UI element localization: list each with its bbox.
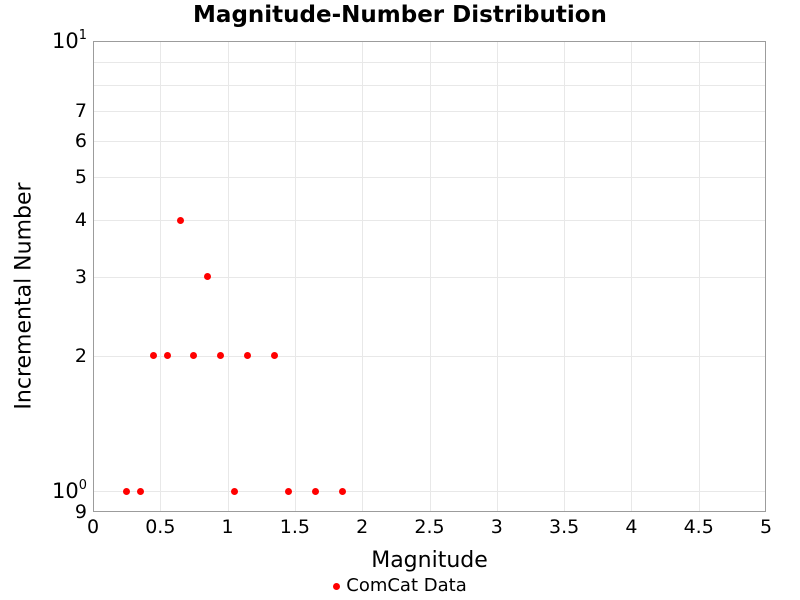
y-tick-label: 6 — [74, 129, 87, 152]
data-point — [217, 352, 225, 360]
gridline-horizontal — [94, 491, 765, 493]
x-tick-label: 4 — [625, 516, 638, 538]
x-tick-label: 1.5 — [279, 516, 310, 538]
legend-label: ComCat Data — [346, 575, 467, 596]
data-point — [150, 352, 158, 360]
gridline-horizontal — [94, 140, 765, 142]
gridline-horizontal — [94, 276, 765, 278]
y-tick-label: 4 — [74, 209, 87, 232]
data-point — [311, 487, 319, 495]
x-axis-label: Magnitude — [371, 548, 488, 573]
chart-title: Magnitude-Number Distribution — [193, 2, 607, 28]
data-point — [230, 487, 238, 495]
gridline-horizontal — [94, 110, 765, 112]
data-point — [271, 352, 279, 360]
y-tick-label: 2 — [74, 344, 87, 367]
y-tick-label: 7 — [74, 99, 87, 122]
data-point — [190, 352, 198, 360]
data-point — [338, 487, 346, 495]
x-tick-label: 2.5 — [414, 516, 445, 538]
legend: ComCat Data — [0, 575, 800, 597]
gridline-horizontal — [94, 61, 765, 63]
x-tick-label: 3 — [490, 516, 503, 538]
y-tick-label: 9 — [74, 501, 87, 523]
x-tick-label: 0 — [86, 516, 100, 538]
data-point — [244, 352, 252, 360]
y-tick-label: 3 — [74, 265, 87, 288]
data-point — [284, 487, 292, 495]
x-tick-label: 0.5 — [145, 516, 176, 538]
data-point — [136, 487, 144, 495]
plot-area — [93, 41, 766, 512]
data-point — [123, 487, 131, 495]
y-tick-label: 100 — [52, 478, 87, 504]
y-tick-label: 5 — [74, 165, 87, 188]
gridline-horizontal — [94, 220, 765, 222]
x-tick-label: 2 — [356, 516, 369, 538]
x-tick-label: 1 — [221, 516, 234, 538]
x-tick-label: 5 — [759, 516, 773, 538]
data-point — [163, 352, 171, 360]
x-tick-label: 4.5 — [683, 516, 714, 538]
legend-marker-icon — [333, 582, 341, 590]
data-point — [203, 273, 211, 280]
data-point — [176, 216, 184, 224]
y-axis-label: Incremental Number — [11, 182, 37, 410]
gridline-horizontal — [94, 84, 765, 86]
gridline-horizontal — [94, 176, 765, 178]
x-tick-label: 3.5 — [548, 516, 580, 538]
gridline-horizontal — [94, 355, 765, 357]
y-tick-label: 101 — [52, 27, 87, 53]
